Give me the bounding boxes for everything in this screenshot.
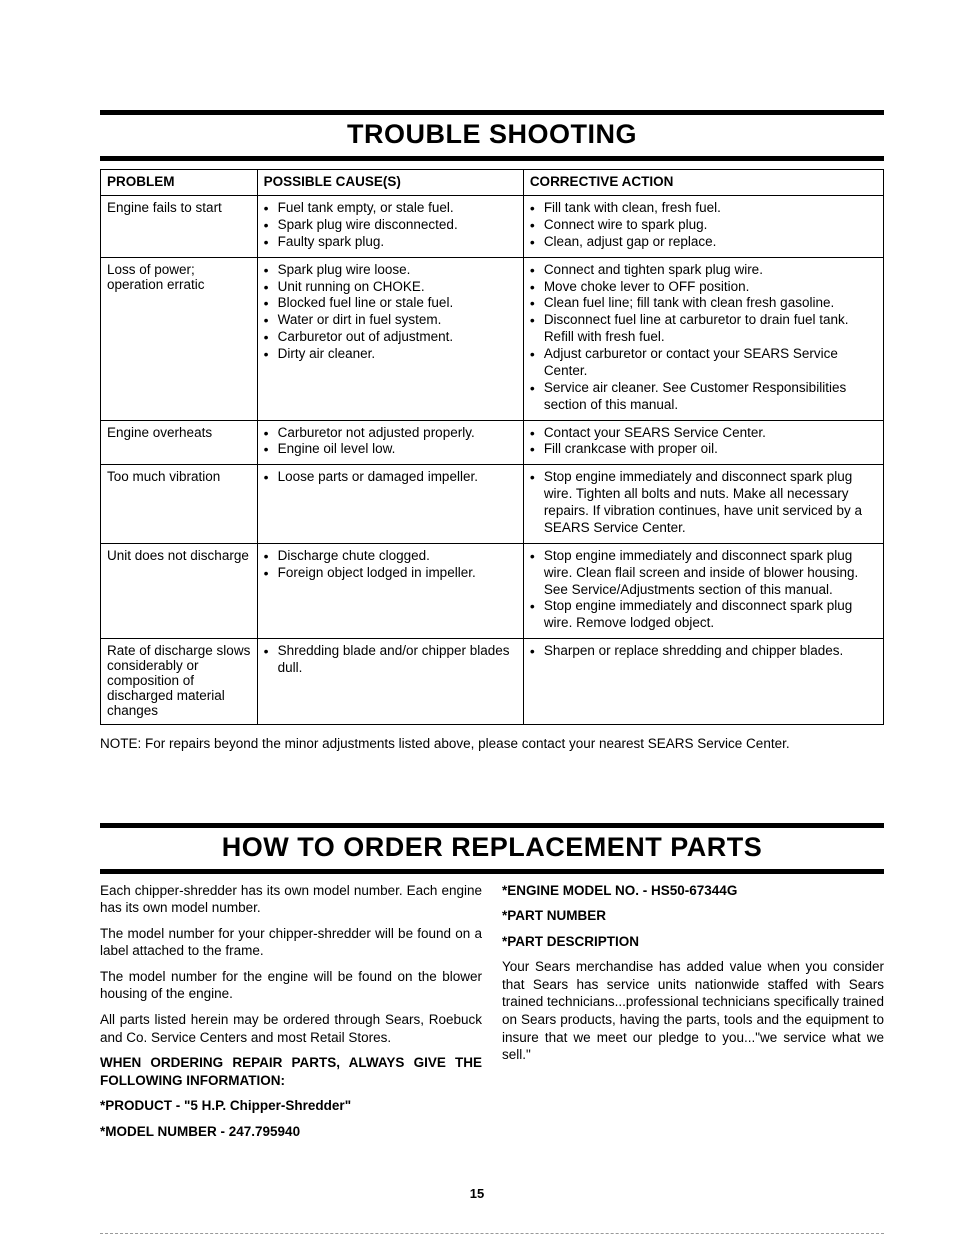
cell-causes: Carburetor not adjusted properly.Engine … [257,420,523,465]
cell-causes: Spark plug wire loose.Unit running on CH… [257,257,523,420]
action-item: Connect and tighten spark plug wire. [530,262,877,279]
cause-item: Spark plug wire loose. [264,262,517,279]
action-item: Adjust carburetor or contact your SEARS … [530,346,877,380]
action-item: Connect wire to spark plug. [530,217,877,234]
table-row: Unit does not dischargeDischarge chute c… [101,543,884,638]
action-item: Fill tank with clean, fresh fuel. [530,200,877,217]
table-row: Rate of discharge slows considerably or … [101,639,884,725]
cause-item: Fuel tank empty, or stale fuel. [264,200,517,217]
action-item: Fill crankcase with proper oil. [530,441,877,458]
order-p-bold: *PART DESCRIPTION [502,933,884,951]
order-p: The model number for your chipper-shredd… [100,925,482,960]
cause-item: Discharge chute clogged. [264,548,517,565]
th-problem: PROBLEM [101,170,258,196]
page-number: 15 [0,1186,954,1201]
th-action: CORRECTIVE ACTION [523,170,883,196]
rule-mid-1 [100,823,884,828]
action-item: Stop engine immediately and disconnect s… [530,598,877,632]
rule-mid-2 [100,869,884,874]
order-left-col: Each chipper-shredder has its own model … [100,882,482,1149]
title-troubleshooting: TROUBLE SHOOTING [100,119,884,150]
order-p-bold: *PRODUCT - "5 H.P. Chipper-Shredder" [100,1097,482,1115]
cell-actions: Stop engine immediately and disconnect s… [523,543,883,638]
note-text: NOTE: For repairs beyond the minor adjus… [100,735,884,753]
action-item: Move choke lever to OFF position. [530,279,877,296]
cause-item: Engine oil level low. [264,441,517,458]
cell-causes: Loose parts or damaged impeller. [257,465,523,544]
cause-item: Spark plug wire disconnected. [264,217,517,234]
cause-item: Faulty spark plug. [264,234,517,251]
cell-causes: Discharge chute clogged.Foreign object l… [257,543,523,638]
title-order: HOW TO ORDER REPLACEMENT PARTS [100,832,884,863]
cell-problem: Rate of discharge slows considerably or … [101,639,258,725]
table-row: Too much vibration Loose parts or damaged… [101,465,884,544]
cause-item: Foreign object lodged in impeller. [264,565,517,582]
order-p: Your Sears merchandise has added value w… [502,958,884,1063]
action-item: Clean fuel line; fill tank with clean fr… [530,295,877,312]
cause-item: Water or dirt in fuel system. [264,312,517,329]
cause-item: Shredding blade and/or chipper blades du… [264,643,517,677]
action-item: Sharpen or replace shredding and chipper… [530,643,877,660]
cell-actions: Fill tank with clean, fresh fuel.Connect… [523,196,883,258]
cause-item: Carburetor not adjusted properly. [264,425,517,442]
cell-causes: Fuel tank empty, or stale fuel.Spark plu… [257,196,523,258]
action-item: Service air cleaner. See Customer Respon… [530,380,877,414]
cause-item: Carburetor out of adjustment. [264,329,517,346]
rule-top-1 [100,110,884,115]
table-row: Engine fails to startFuel tank empty, or… [101,196,884,258]
order-p: All parts listed herein may be ordered t… [100,1011,482,1046]
order-p-bold: *PART NUMBER [502,907,884,925]
action-item: Contact your SEARS Service Center. [530,425,877,442]
cell-actions: Stop engine immediately and disconnect s… [523,465,883,544]
action-item: Clean, adjust gap or replace. [530,234,877,251]
order-p-bold: WHEN ORDERING REPAIR PARTS, ALWAYS GIVE … [100,1054,482,1089]
order-p: The model number for the engine will be … [100,968,482,1003]
cell-actions: Contact your SEARS Service Center.Fill c… [523,420,883,465]
cause-item: Unit running on CHOKE. [264,279,517,296]
footer-dashed-line [100,1233,884,1234]
order-section: HOW TO ORDER REPLACEMENT PARTS Each chip… [100,823,884,1149]
cause-item: Dirty air cleaner. [264,346,517,363]
cell-problem: Loss of power; operation erratic [101,257,258,420]
action-item: Stop engine immediately and disconnect s… [530,548,877,599]
order-right-col: *ENGINE MODEL NO. - HS50-67344G *PART NU… [502,882,884,1149]
order-p-bold: *MODEL NUMBER - 247.795940 [100,1123,482,1141]
order-p-bold: *ENGINE MODEL NO. - HS50-67344G [502,882,884,900]
cell-actions: Sharpen or replace shredding and chipper… [523,639,883,725]
action-item: Stop engine immediately and disconnect s… [530,469,877,537]
table-row: Loss of power; operation erraticSpark pl… [101,257,884,420]
cell-problem: Engine overheats [101,420,258,465]
cell-problem: Unit does not discharge [101,543,258,638]
order-p: Each chipper-shredder has its own model … [100,882,482,917]
rule-top-2 [100,156,884,161]
table-header-row: PROBLEM POSSIBLE CAUSE(S) CORRECTIVE ACT… [101,170,884,196]
th-cause: POSSIBLE CAUSE(S) [257,170,523,196]
cell-actions: Connect and tighten spark plug wire.Move… [523,257,883,420]
action-item: Disconnect fuel line at carburetor to dr… [530,312,877,346]
cell-problem: Too much vibration [101,465,258,544]
cell-problem: Engine fails to start [101,196,258,258]
troubleshooting-section: TROUBLE SHOOTING PROBLEM POSSIBLE CAUSE(… [100,110,884,753]
trouble-table: PROBLEM POSSIBLE CAUSE(S) CORRECTIVE ACT… [100,169,884,725]
cell-causes: Shredding blade and/or chipper blades du… [257,639,523,725]
cause-item: Loose parts or damaged impeller. [264,469,517,486]
cause-item: Blocked fuel line or stale fuel. [264,295,517,312]
table-row: Engine overheatsCarburetor not adjusted … [101,420,884,465]
